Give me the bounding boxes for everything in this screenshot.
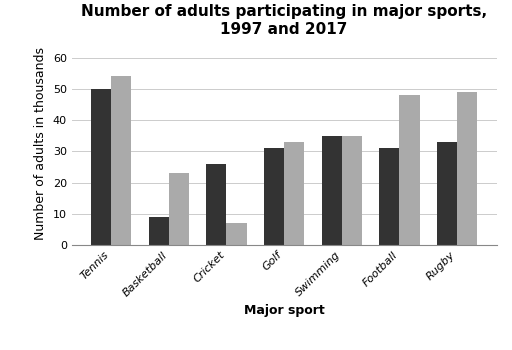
Title: Number of adults participating in major sports,
1997 and 2017: Number of adults participating in major … — [81, 4, 487, 37]
Bar — [206, 164, 226, 245]
Bar — [437, 142, 457, 245]
Bar — [91, 89, 111, 245]
Bar — [322, 136, 342, 245]
Bar — [111, 76, 132, 245]
Bar — [226, 223, 247, 245]
Bar — [457, 92, 477, 245]
Bar — [399, 95, 420, 245]
Bar — [342, 136, 362, 245]
Y-axis label: Number of adults in thousands: Number of adults in thousands — [34, 47, 47, 240]
Bar — [284, 142, 304, 245]
Bar — [379, 148, 399, 245]
Bar — [148, 217, 169, 245]
Bar — [169, 173, 189, 245]
X-axis label: Major sport: Major sport — [244, 304, 325, 317]
Bar — [264, 148, 284, 245]
